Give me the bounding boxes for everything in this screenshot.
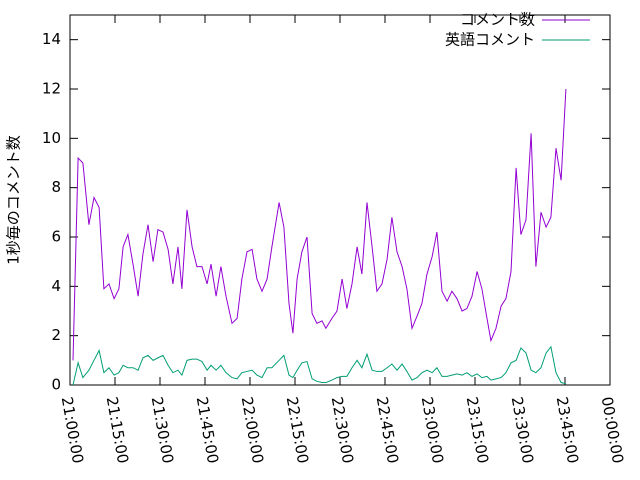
x-tick-label: 22:45:00 — [373, 395, 402, 464]
y-tick-label: 0 — [51, 376, 61, 394]
legend-label: 英語コメント — [445, 31, 535, 49]
x-tick-label: 23:45:00 — [553, 395, 582, 464]
y-axis-label: 1秒毎のコメント数 — [5, 135, 23, 265]
plot-border — [69, 14, 611, 386]
x-tick-label: 22:30:00 — [328, 395, 357, 464]
x-tick-label: 21:30:00 — [148, 395, 177, 464]
x-tick-label: 22:15:00 — [283, 395, 312, 464]
x-tick-label: 22:00:00 — [238, 395, 267, 464]
y-tick-label: 2 — [51, 326, 61, 344]
legend-label: コメント数 — [460, 11, 535, 29]
y-tick-label: 10 — [42, 129, 61, 147]
y-tick-label: 14 — [42, 30, 61, 48]
series-line — [72, 345, 567, 386]
x-tick-label: 23:00:00 — [418, 395, 447, 464]
y-tick-label: 12 — [42, 80, 61, 98]
series-line — [72, 88, 567, 361]
x-tick-label: 23:15:00 — [463, 395, 492, 464]
y-tick-label: 8 — [51, 178, 61, 196]
y-tick-label: 4 — [51, 277, 61, 295]
x-tick-label: 23:30:00 — [508, 395, 537, 464]
x-tick-label: 00:00:00 — [598, 395, 627, 464]
x-tick-label: 21:45:00 — [193, 395, 222, 464]
y-tick-label: 6 — [51, 228, 61, 246]
x-tick-label: 21:00:00 — [58, 395, 87, 464]
x-tick-label: 21:15:00 — [103, 395, 132, 464]
